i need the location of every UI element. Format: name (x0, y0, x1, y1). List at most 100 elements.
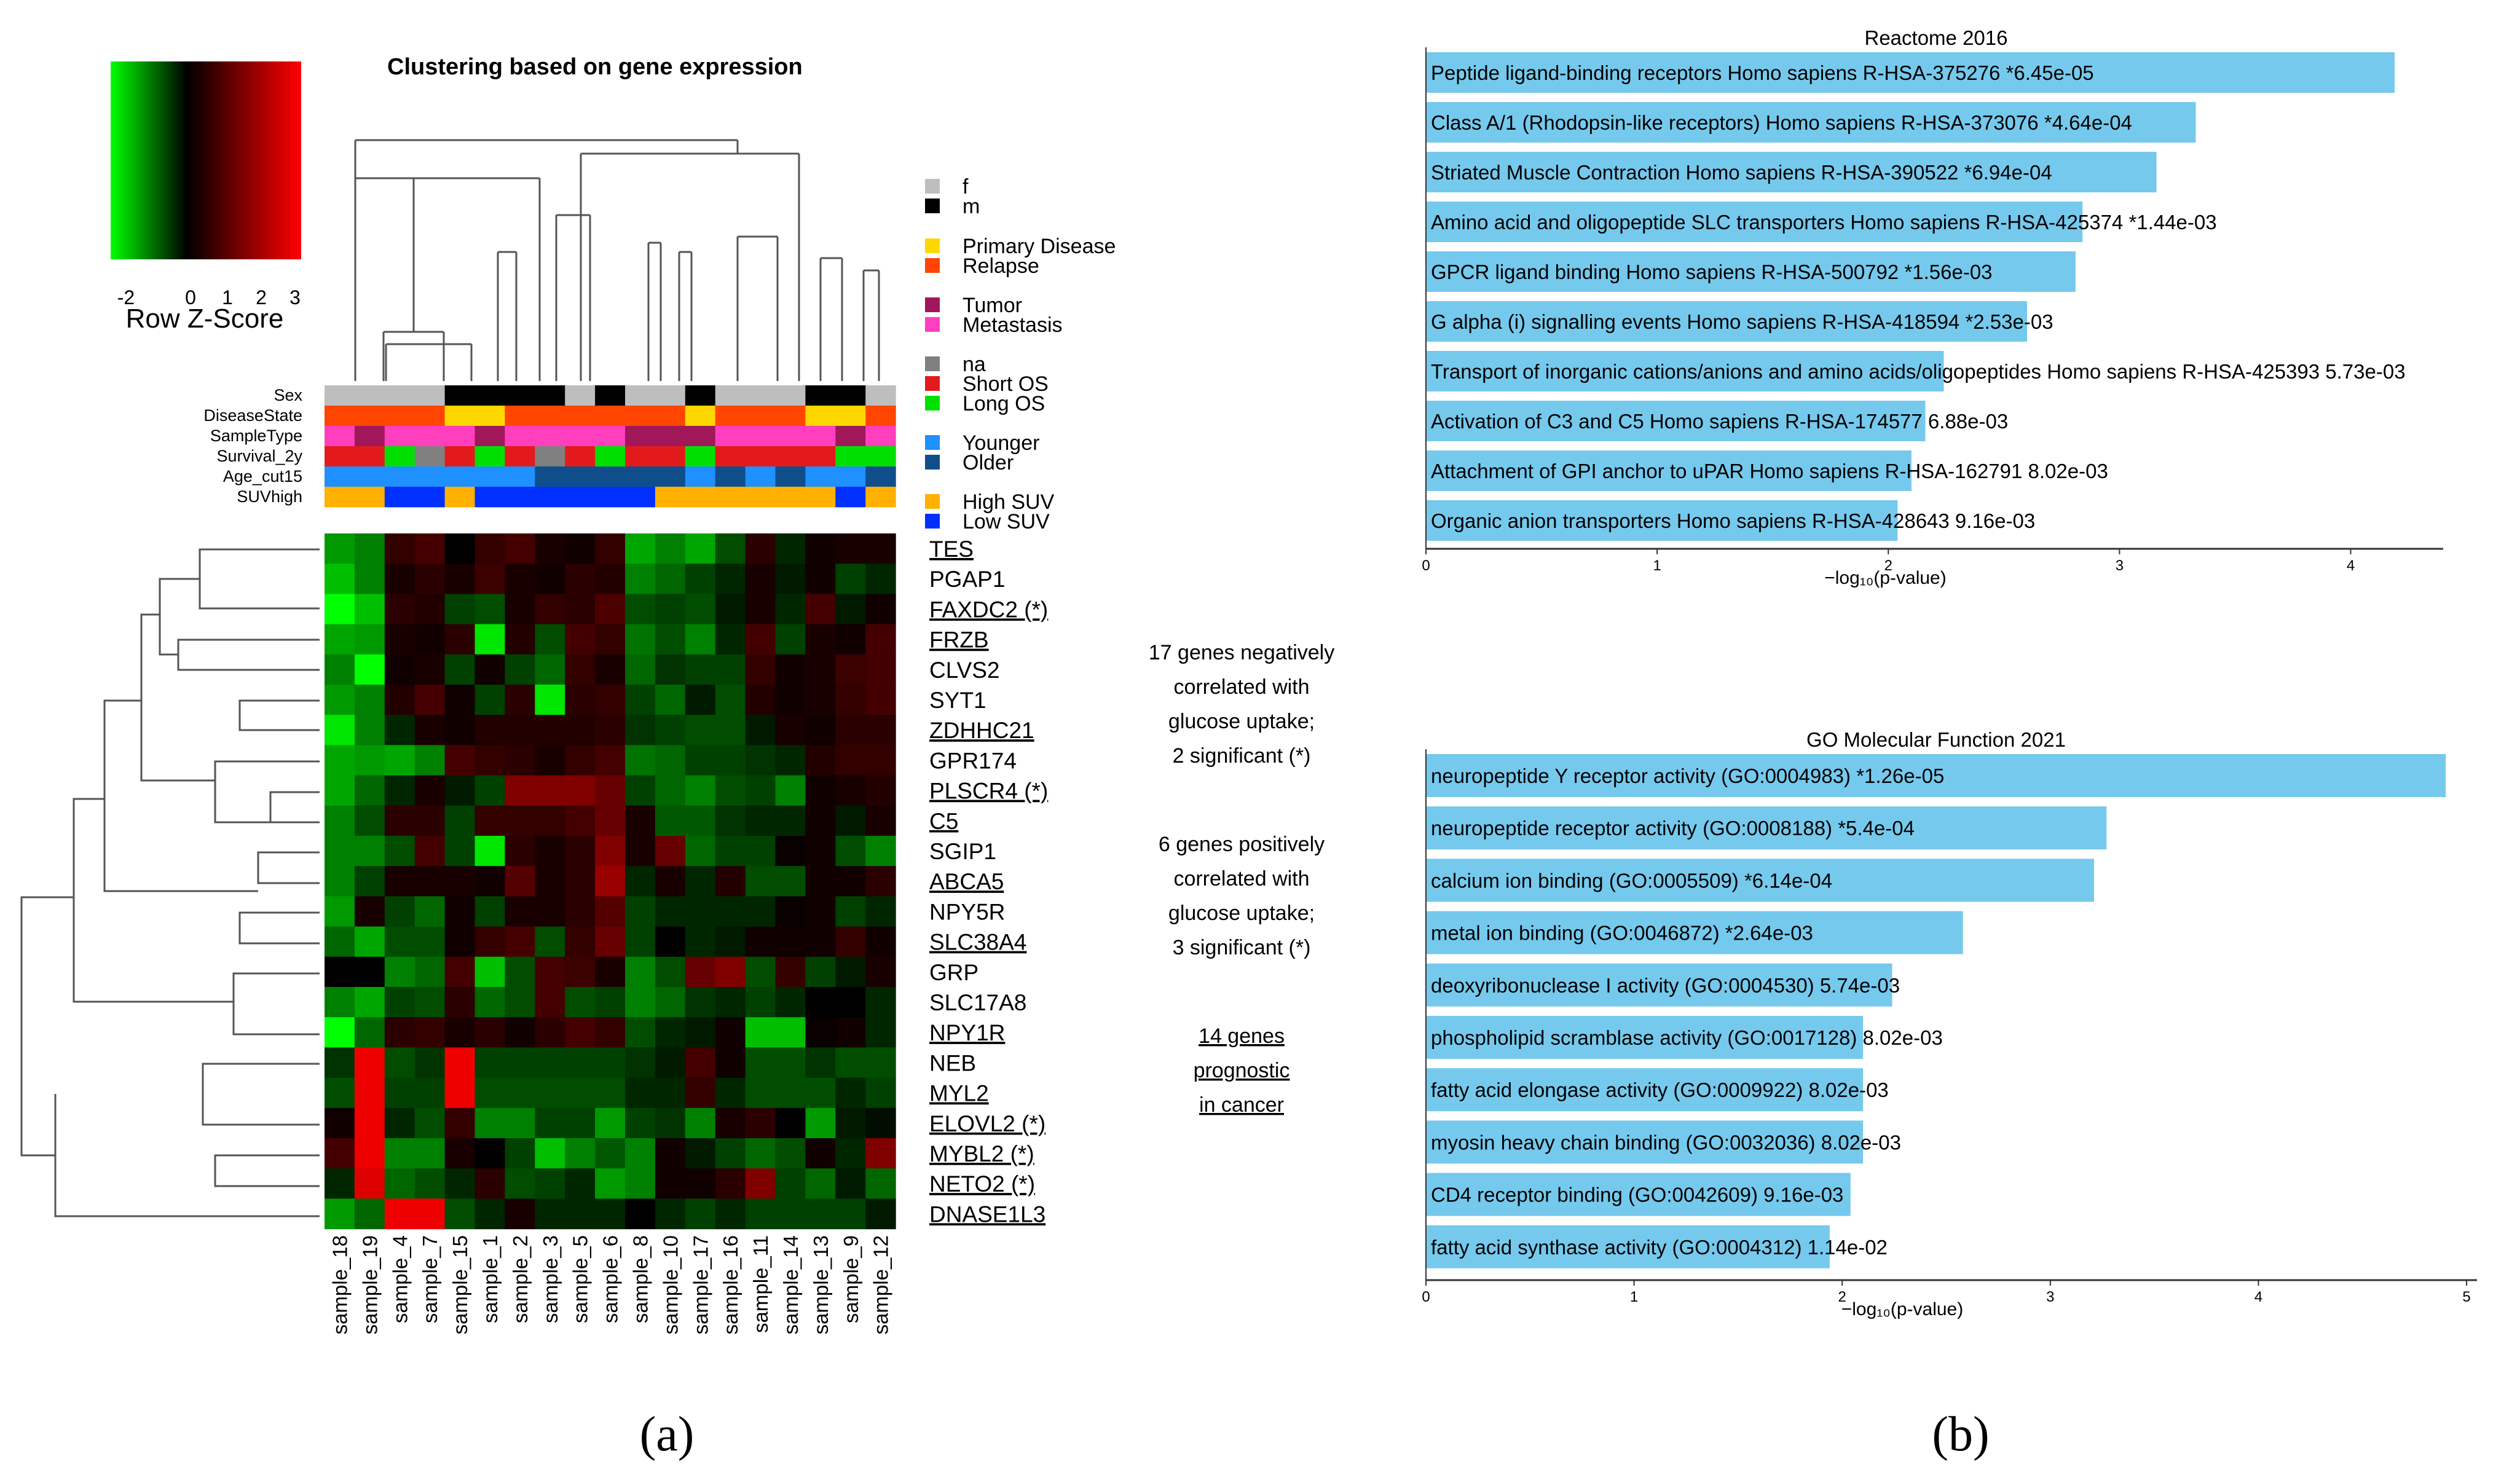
heatmap-cell (535, 654, 565, 685)
heatmap-cell (655, 715, 686, 745)
heatmap-cell (715, 1198, 746, 1230)
annotation-track-cell (535, 385, 565, 406)
heatmap-cell (595, 564, 626, 594)
heatmap-cell (775, 1138, 806, 1169)
heatmap-cell (505, 594, 535, 625)
heatmap-cell (565, 1168, 596, 1199)
legend-label: Relapse (963, 254, 1039, 278)
sample-label: sample_12 (870, 1235, 892, 1334)
x-tick-label: 4 (2347, 557, 2355, 574)
heatmap-cell (354, 745, 385, 776)
heatmap-cell (505, 926, 535, 957)
heatmap-cell (505, 1047, 535, 1079)
heatmap-cell (775, 956, 806, 988)
bar (1426, 202, 2083, 242)
annotation-track-cell (655, 466, 686, 487)
heatmap-cell (835, 1198, 866, 1230)
heatmap-cell (565, 564, 596, 594)
heatmap-cell (835, 987, 866, 1018)
annotation-track-cell (505, 426, 535, 447)
heatmap-cell (655, 533, 686, 564)
annotation-track-cell (685, 406, 716, 426)
heatmap-cell (505, 866, 535, 897)
heatmap-cell (354, 654, 385, 685)
heatmap-cell (745, 1077, 776, 1109)
x-tick-label: 0 (1422, 1289, 1430, 1305)
heatmap-cell (565, 624, 596, 655)
heatmap-cell (354, 1077, 385, 1109)
heatmap-cell (685, 926, 716, 957)
heatmap-cell (745, 1107, 776, 1139)
annotation-track-cell (865, 487, 896, 508)
heatmap-cell (805, 564, 836, 594)
legend-label: Long OS (963, 392, 1045, 415)
heatmap-cell (745, 1168, 776, 1199)
heatmap-cell (384, 896, 415, 927)
heatmap-cell (384, 866, 415, 897)
heatmap-cell (474, 866, 505, 897)
heatmap-cell (444, 987, 476, 1018)
heatmap-cell (805, 866, 836, 897)
bar (1426, 401, 1926, 441)
heatmap-cell (325, 715, 355, 745)
annotation-tracks (325, 385, 896, 508)
heatmap-cell (715, 1138, 746, 1169)
annotation-track-cell (805, 385, 836, 406)
heatmap-cell (595, 836, 626, 867)
heatmap-cell (444, 1017, 476, 1048)
annotation-track-cell (565, 466, 596, 487)
heatmap-cell (325, 1047, 355, 1079)
annotation-track-cell (535, 487, 565, 508)
bar-label: neuropeptide Y receptor activity (GO:000… (1431, 765, 1944, 787)
heatmap-cell (535, 745, 565, 776)
heatmap-cell (715, 564, 746, 594)
heatmap-cell (325, 1017, 355, 1048)
annotation-negative-line: correlated with (1173, 675, 1309, 699)
annotation-track-cell (535, 446, 565, 467)
heatmap-cell (595, 1198, 626, 1230)
heatmap-cell (745, 624, 776, 655)
heatmap-cell (715, 956, 746, 988)
heatmap-cell (474, 1198, 505, 1230)
heatmap-cell (715, 654, 746, 685)
legend-swatch (925, 514, 940, 529)
heatmap-cell (715, 896, 746, 927)
heatmap-cell (565, 926, 596, 957)
x-tick-label: 5 (2462, 1289, 2470, 1305)
heatmap-cell (805, 654, 836, 685)
heatmap-cell (685, 1107, 716, 1139)
heatmap-cell (865, 533, 896, 564)
heatmap-cell (715, 1168, 746, 1199)
annotation-track-cell (444, 466, 476, 487)
heatmap-cell (444, 775, 476, 806)
heatmap-cell (565, 1138, 596, 1169)
gene-label: C5 (929, 809, 958, 834)
annotation-track-cell (414, 466, 446, 487)
heatmap-cell (835, 1168, 866, 1199)
heatmap-cell (474, 926, 505, 957)
heatmap-cell (685, 1047, 716, 1079)
heatmap-cell (655, 1198, 686, 1230)
heatmap-cell (535, 866, 565, 897)
legend-swatch (925, 238, 940, 253)
heatmap-cell (625, 805, 656, 836)
legend-label: Older (963, 451, 1014, 474)
annotation-track-label: SUVhigh (237, 487, 302, 506)
heatmap-cell (414, 987, 446, 1018)
annotation-track-cell (655, 446, 686, 467)
annotation-track-cell (414, 406, 446, 426)
heatmap-cell (835, 715, 866, 745)
heatmap-cell (685, 1198, 716, 1230)
heatmap-cell (775, 1047, 806, 1079)
annotation-track-cell (655, 406, 686, 426)
heatmap-cell (565, 715, 596, 745)
legend-label: Short OS (963, 372, 1049, 396)
heatmap-cell (865, 1107, 896, 1139)
heatmap-cell (685, 896, 716, 927)
heatmap-cell (595, 594, 626, 625)
heatmap-cell (655, 1168, 686, 1199)
heatmap-cell (414, 775, 446, 806)
heatmap-cell (505, 805, 535, 836)
heatmap-cell (835, 1107, 866, 1139)
heatmap-cell (625, 1017, 656, 1048)
